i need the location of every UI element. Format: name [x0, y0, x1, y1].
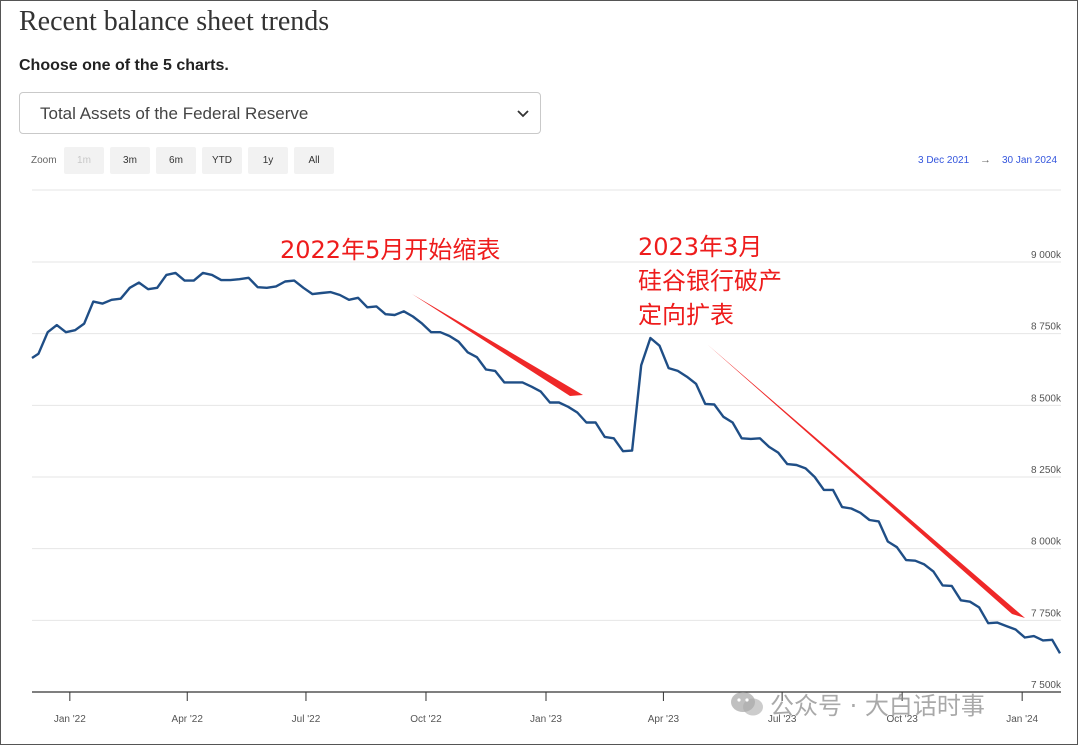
zoom-1m-button[interactable]: 1m	[64, 147, 104, 174]
x-tick-label: Apr '23	[648, 714, 680, 725]
x-tick-label: Oct '22	[410, 714, 442, 725]
zoom-1y-button[interactable]: 1y	[248, 147, 288, 174]
annotation-svb: 2023年3月 硅谷银行破产 定向扩表	[638, 230, 782, 332]
chevron-down-icon	[517, 110, 529, 118]
y-tick-label: 9 000k	[1031, 250, 1062, 261]
watermark: 公众号 · 大白话时事	[730, 686, 985, 724]
y-tick-label: 8 250k	[1031, 465, 1062, 476]
zoom-all-button[interactable]: All	[294, 147, 334, 174]
y-tick-label: 8 500k	[1031, 393, 1062, 404]
x-tick-label: Jul '22	[292, 714, 321, 725]
x-tick-label: Jan '24	[1006, 714, 1038, 725]
x-tick-label: Jul '23	[768, 714, 797, 725]
annotation-arrow-2	[708, 345, 1025, 618]
range-arrow: →	[980, 154, 991, 166]
chart-select-value: Total Assets of the Federal Reserve	[40, 104, 309, 123]
x-tick-label: Oct '23	[886, 714, 918, 725]
zoom-ytd-button[interactable]: YTD	[202, 147, 242, 174]
range-from-input[interactable]: 3 Dec 2021	[918, 155, 970, 166]
y-tick-label: 8 000k	[1031, 537, 1062, 548]
choose-label: Choose one of the 5 charts.	[19, 57, 229, 74]
y-tick-label: 7 500k	[1031, 680, 1062, 691]
annotation-svb-line1: 2023年3月	[638, 233, 763, 261]
chart-select[interactable]: Total Assets of the Federal Reserve	[19, 92, 541, 134]
y-tick-label: 8 750k	[1031, 322, 1062, 333]
zoom-6m-button[interactable]: 6m	[156, 147, 196, 174]
annotation-arrow-1	[412, 294, 583, 396]
annotation-qt-start: 2022年5月开始缩表	[280, 236, 501, 264]
wechat-icon	[730, 690, 764, 724]
watermark-text: 公众号 · 大白话时事	[770, 692, 985, 720]
range-to-input[interactable]: 30 Jan 2024	[1002, 155, 1058, 166]
page-title: Recent balance sheet trends	[19, 6, 330, 37]
x-tick-label: Jan '23	[530, 714, 562, 725]
annotation-svb-line3: 定向扩表	[638, 301, 734, 329]
x-tick-label: Apr '22	[172, 714, 204, 725]
series-line	[31, 271, 1062, 654]
zoom-3m-button[interactable]: 3m	[110, 147, 150, 174]
y-tick-label: 7 750k	[1031, 608, 1062, 619]
annotation-svb-line2: 硅谷银行破产	[638, 267, 782, 295]
x-tick-label: Jan '22	[54, 714, 86, 725]
zoom-label: Zoom	[31, 155, 57, 166]
